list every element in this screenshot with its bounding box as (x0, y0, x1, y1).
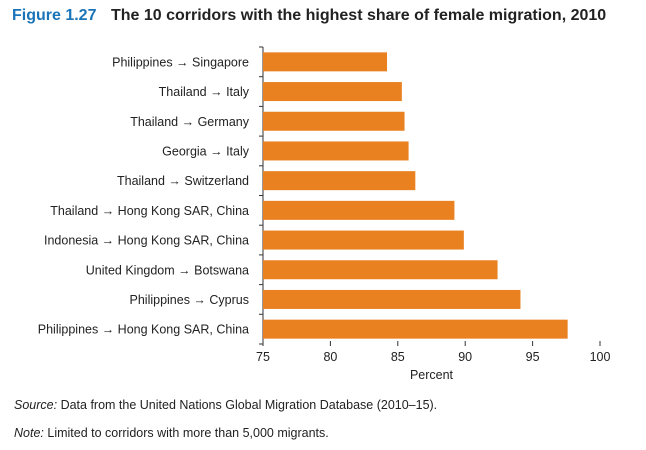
y-tick-label: Indonesia → Hong Kong SAR, China (44, 234, 249, 248)
bar (263, 289, 521, 309)
note-label: Note: (14, 426, 44, 440)
chart-title: The 10 corridors with the highest share … (110, 7, 607, 24)
bar (263, 52, 388, 72)
note-text: Limited to corridors with more than 5,00… (43, 426, 329, 440)
bar (263, 111, 405, 131)
bar-chart: Philippines → Singapore Thailand → Italy T… (38, 46, 611, 382)
y-tick-label: United Kingdom → Botswana (86, 263, 249, 277)
y-tick-label: Philippines → Cyprus (130, 293, 250, 307)
bar (263, 260, 498, 280)
source-label: Source: (14, 398, 58, 412)
figure-label: Figure 1.27 (12, 7, 97, 24)
bar (263, 171, 416, 191)
y-tick-label: Thailand → Italy (159, 85, 250, 99)
y-tick-label: Georgia → Italy (162, 144, 250, 158)
x-tick-label: 75 (256, 350, 270, 364)
figure-header: Figure 1.27 The 10 corridors with the hi… (12, 7, 606, 25)
x-tick-label: 85 (391, 350, 405, 364)
bar (263, 319, 568, 339)
limit-note: Note: Limited to corridors with more tha… (14, 426, 329, 440)
y-tick-label: Thailand → Germany (130, 115, 250, 129)
y-tick-label: Thailand → Hong Kong SAR, China (50, 204, 249, 218)
y-tick-label: Philippines → Singapore (112, 55, 249, 69)
bar (263, 141, 409, 161)
source-note: Source: Data from the United Nations Glo… (14, 398, 437, 412)
x-tick-label: 100 (590, 350, 611, 364)
x-tick-label: 90 (458, 350, 472, 364)
bar (263, 230, 464, 250)
source-text: Data from the United Nations Global Migr… (57, 398, 438, 412)
bar (263, 200, 455, 220)
x-tick-label: 80 (323, 350, 337, 364)
y-tick-label: Philippines → Hong Kong SAR, China (38, 323, 249, 337)
y-tick-label: Thailand → Switzerland (117, 174, 249, 188)
bar (263, 82, 402, 102)
x-tick-label: 95 (526, 350, 540, 364)
x-axis-label: Percent (410, 368, 454, 382)
